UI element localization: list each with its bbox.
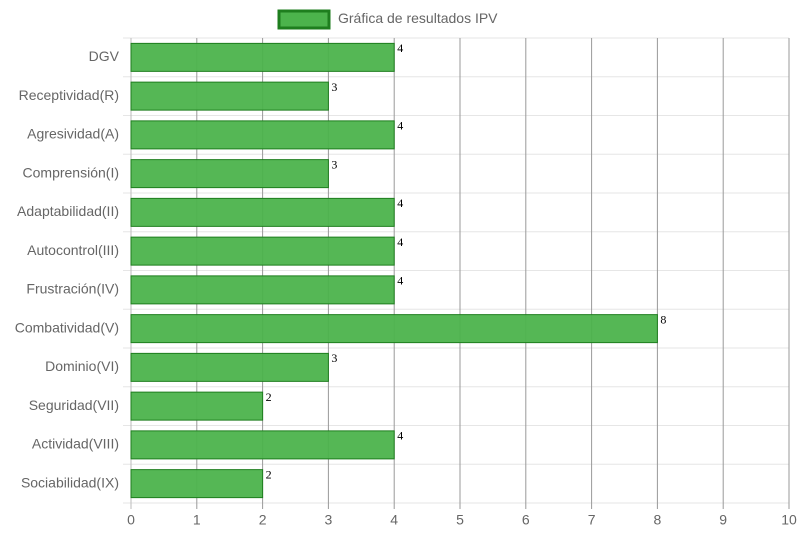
x-tick-label: 9	[719, 512, 727, 528]
value-label: 4	[397, 429, 403, 443]
bar	[130, 159, 329, 189]
bar	[130, 42, 395, 72]
bar	[130, 352, 329, 382]
y-tick-label: Receptividad(R)	[19, 87, 119, 103]
x-tick-label: 8	[654, 512, 662, 528]
value-label: 8	[660, 312, 666, 326]
y-tick-label: Sociabilidad(IX)	[21, 474, 119, 490]
value-label: 2	[266, 467, 272, 481]
value-label: 4	[397, 196, 403, 210]
x-tick-label: 5	[456, 512, 464, 528]
y-tick-label: Autocontrol(III)	[27, 242, 119, 258]
bar	[130, 469, 264, 499]
x-tick-label: 10	[781, 512, 797, 528]
x-tick-label: 2	[259, 512, 267, 528]
value-label: 4	[397, 41, 403, 55]
legend-label: Gráfica de resultados IPV	[338, 10, 498, 26]
value-label: 4	[397, 274, 403, 288]
y-tick-label: Dominio(VI)	[45, 358, 119, 374]
bar	[130, 81, 329, 111]
y-tick-label: Frustración(IV)	[26, 281, 119, 297]
y-tick-label: Seguridad(VII)	[29, 397, 119, 413]
value-label: 3	[331, 157, 337, 171]
value-label: 2	[266, 390, 272, 404]
y-tick-label: DGV	[89, 48, 120, 64]
y-tick-label: Adaptabilidad(II)	[17, 203, 119, 219]
y-tick-label: Actividad(VIII)	[32, 436, 119, 452]
x-tick-label: 4	[390, 512, 398, 528]
legend-swatch	[277, 9, 331, 30]
x-tick-label: 3	[325, 512, 333, 528]
y-tick-label: Combatividad(V)	[15, 319, 119, 335]
x-tick-label: 7	[588, 512, 596, 528]
bar	[130, 430, 395, 460]
bar	[130, 275, 395, 305]
value-label: 4	[397, 235, 403, 249]
bar	[130, 236, 395, 266]
value-label: 3	[331, 351, 337, 365]
value-label: 3	[331, 80, 337, 94]
x-tick-label: 6	[522, 512, 530, 528]
bar	[130, 197, 395, 227]
x-tick-label: 0	[127, 512, 135, 528]
value-label: 4	[397, 119, 403, 133]
x-tick-label: 1	[193, 512, 201, 528]
bar	[130, 120, 395, 150]
bar	[130, 314, 658, 344]
bar	[130, 391, 264, 421]
y-tick-label: Comprensión(I)	[23, 164, 119, 180]
y-tick-label: Agresividad(A)	[27, 126, 119, 142]
